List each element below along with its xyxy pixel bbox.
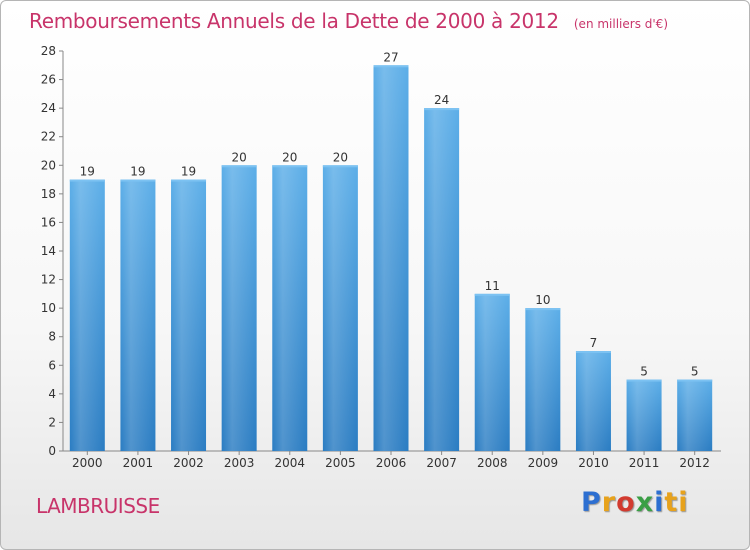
town-name: LAMBRUISSE [36,494,160,518]
x-tick-label: 2005 [325,456,356,470]
x-tick-label: 2011 [629,456,660,470]
data-label: 11 [485,279,500,293]
logo-letter: o [616,487,636,518]
y-tick-label: 14 [41,244,56,258]
bar-highlight [120,179,156,452]
y-tick-label: 22 [41,130,56,144]
bar-highlight [373,65,409,452]
y-tick-label: 28 [41,44,56,58]
y-tick-label: 16 [41,215,56,229]
data-label: 27 [383,50,398,64]
data-label: 20 [333,150,348,164]
data-label: 7 [590,336,598,350]
y-tick-label: 8 [48,330,56,344]
bar-cap [171,179,207,182]
x-tick-label: 2004 [274,456,305,470]
logo-letter: ti [664,487,689,518]
y-tick-label: 6 [48,358,56,372]
bar-cap [221,165,257,168]
bar-highlight [272,165,308,452]
x-tick-label: 2000 [72,456,103,470]
y-tick-label: 0 [48,444,56,458]
x-tick-label: 2009 [528,456,559,470]
y-tick-label: 20 [41,158,56,172]
title-row: Remboursements Annuels de la Dette de 20… [29,9,668,33]
y-tick-label: 26 [41,73,56,87]
proxiti-logo[interactable]: Proxiti [581,487,689,518]
data-label: 5 [640,365,648,379]
bar-highlight [69,179,105,452]
bar-highlight [221,165,257,452]
logo-letter: x [635,487,655,518]
logo-letter: i [654,487,665,518]
data-label: 5 [691,365,699,379]
x-tick-label: 2008 [477,456,508,470]
bar-highlight [575,351,611,451]
bar-cap [677,379,713,382]
data-label: 19 [80,165,95,179]
x-tick-label: 2001 [123,456,154,470]
logo-letter: r [601,487,617,518]
chart-subtitle: (en milliers d'€) [573,17,668,31]
data-label: 19 [130,165,145,179]
bar-cap [69,179,105,182]
x-tick-label: 2010 [578,456,609,470]
data-label: 20 [232,150,247,164]
y-tick-label: 4 [48,387,56,401]
bar-cap [120,179,156,182]
y-tick-label: 12 [41,273,56,287]
bar-cap [322,165,358,168]
bar-cap [626,379,662,382]
x-tick-label: 2012 [679,456,710,470]
y-tick-label: 10 [41,301,56,315]
data-label: 24 [434,93,449,107]
bar-cap [575,351,611,353]
data-labels: 19 19 19 20 20 20 27 24 11 10 7 5 5 [80,50,699,378]
bar-cap [525,308,561,311]
x-tick-label: 2006 [376,456,407,470]
bar-cap [424,108,460,111]
y-tick-label: 24 [41,101,56,115]
bar-highlight [474,293,510,451]
bar-highlight [626,379,662,451]
y-tick-label: 18 [41,187,56,201]
data-label: 10 [535,293,550,307]
data-label: 19 [181,165,196,179]
bar-highlight [424,108,460,452]
data-label: 20 [282,150,297,164]
y-tick-label: 2 [48,415,56,429]
bar-highlight [322,165,358,452]
bar-highlight [677,379,713,451]
bar-highlight [171,179,207,452]
x-tick-label: 2003 [224,456,255,470]
bar-cap [373,65,409,68]
chart-title: Remboursements Annuels de la Dette de 20… [29,9,559,33]
x-tick-label: 2007 [426,456,457,470]
bar-cap [272,165,308,168]
bars [69,65,713,452]
bar-cap [474,293,510,296]
x-tick-label: 2002 [173,456,204,470]
logo-letter: P [581,487,602,518]
bar-highlight [525,308,561,451]
